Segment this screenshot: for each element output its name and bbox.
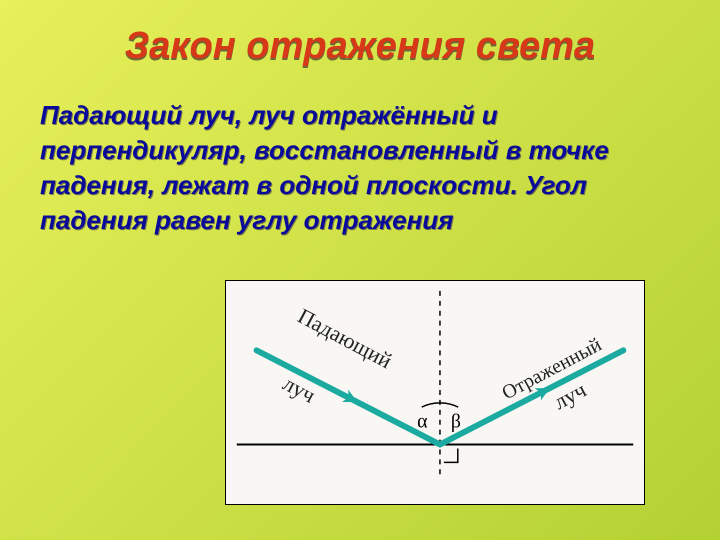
incident-ray bbox=[257, 350, 440, 444]
angle-arc-alpha bbox=[422, 403, 440, 407]
right-angle-icon bbox=[444, 448, 458, 462]
slide-body: Падающий луч, луч отражённый и перпендик… bbox=[40, 98, 680, 238]
slide-title: Закон отражения света Закон отражения св… bbox=[40, 25, 680, 68]
diagram-label-beta-label: β bbox=[451, 411, 461, 433]
body-text: Падающий луч, луч отражённый и перпендик… bbox=[40, 98, 680, 238]
diagram-label-incident-word1: Падающий bbox=[294, 304, 396, 374]
title-text: Закон отражения света bbox=[125, 25, 595, 67]
diagram-svg: ПадающийлучОтраженныйлучαβ bbox=[226, 281, 644, 504]
slide: Закон отражения света Закон отражения св… bbox=[0, 0, 720, 540]
angle-arc-beta bbox=[440, 403, 458, 407]
reflection-diagram: ПадающийлучОтраженныйлучαβ bbox=[225, 280, 645, 505]
diagram-label-alpha-label: α bbox=[417, 411, 427, 433]
reflected-ray bbox=[440, 350, 623, 444]
